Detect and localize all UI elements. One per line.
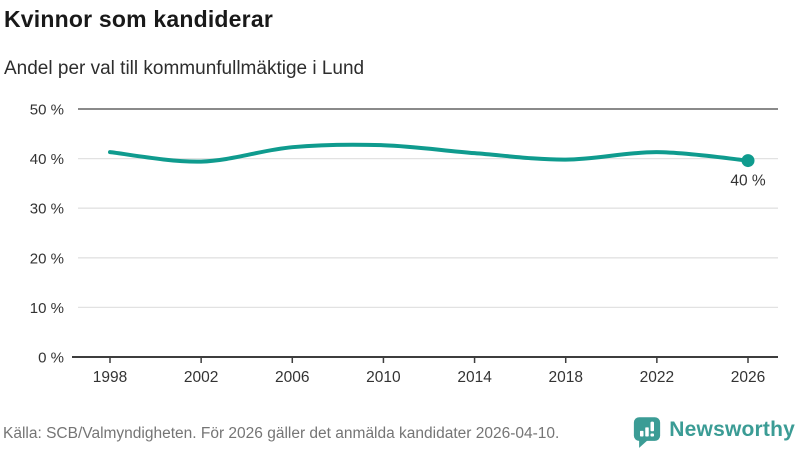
end-point-marker xyxy=(741,154,755,168)
series-line xyxy=(108,142,750,164)
end-point-label: 40 % xyxy=(730,173,766,190)
y-tick-label: 20 % xyxy=(30,250,64,267)
x-tick-label: 2014 xyxy=(457,369,492,386)
newsworthy-logo-icon xyxy=(634,417,661,448)
y-tick-label: 10 % xyxy=(30,300,64,317)
y-tick-label: 50 % xyxy=(30,102,64,119)
x-tick-label: 2010 xyxy=(366,369,401,386)
y-tick-label: 40 % xyxy=(30,151,64,168)
x-tick-label: 2002 xyxy=(184,369,218,386)
x-tick-label: 2018 xyxy=(548,369,582,386)
x-tick-label: 2026 xyxy=(731,369,765,386)
x-tick-label: 2006 xyxy=(275,369,309,386)
y-tick-label: 30 % xyxy=(30,201,64,218)
line-chart: 0 % 10 % 20 % 30 % 40 % 50 % 1998 2002 2006 2010 2… xyxy=(30,102,778,386)
x-tick-label: 2022 xyxy=(640,369,674,386)
chart-subtitle: Andel per val till kommunfullmäktige i L… xyxy=(4,58,365,79)
x-tick-label: 1998 xyxy=(93,369,127,386)
brand-name: Newsworthy xyxy=(669,418,795,441)
y-tick-label: 0 % xyxy=(38,350,64,367)
newsworthy-brand: Newsworthy xyxy=(633,416,795,450)
source-note: Källa: SCB/Valmyndigheten. För 2026 gäll… xyxy=(3,425,560,442)
page-title: Kvinnor som kandiderar xyxy=(4,6,273,32)
